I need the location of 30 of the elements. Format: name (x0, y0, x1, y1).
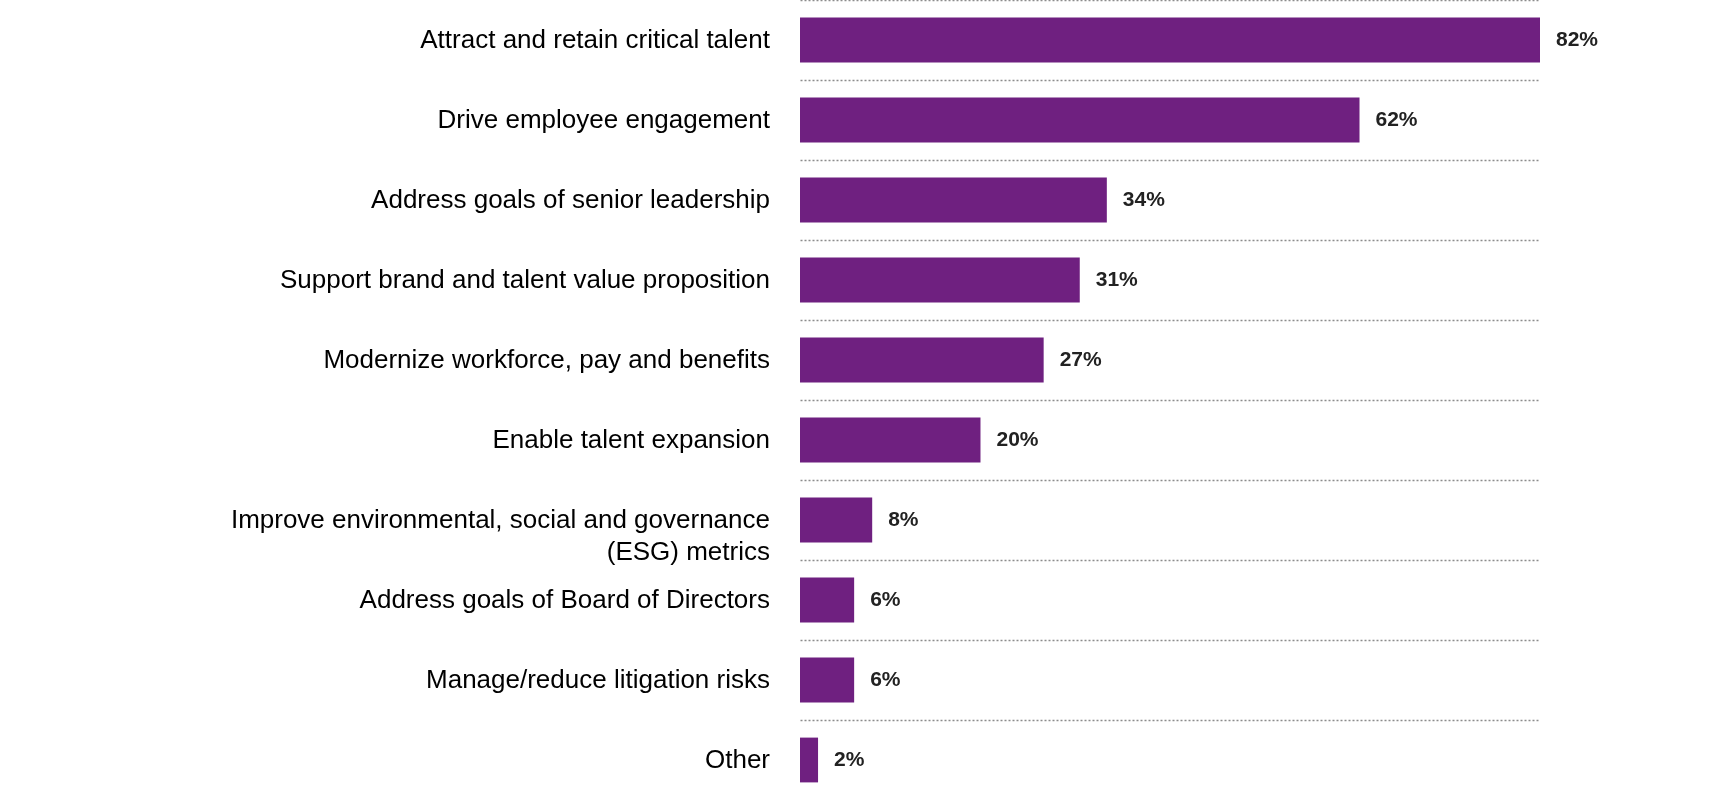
bar (800, 177, 1107, 223)
data-label: 27% (1059, 347, 1103, 370)
y-tick-label: Improve environmental, social and governance (ESG) metrics (230, 504, 770, 566)
bar (800, 257, 1080, 303)
y-tick-label: Support brand and talent value proposition (279, 264, 770, 294)
bar (800, 417, 981, 463)
y-tick-label: Other (704, 744, 771, 774)
bar (800, 577, 855, 623)
bar (800, 657, 855, 703)
y-tick-label: Manage/reduce litigation risks (426, 664, 770, 694)
bar (800, 497, 873, 543)
bar (800, 337, 1044, 383)
data-label: 34% (1122, 187, 1166, 210)
bar (800, 97, 1360, 143)
bar (800, 17, 1540, 63)
y-tick-label: Modernize workforce, pay and benefits (323, 344, 770, 374)
bar (800, 737, 819, 783)
data-label: 6% (870, 587, 901, 610)
data-label: 62% (1375, 107, 1418, 130)
data-label: 8% (888, 507, 919, 530)
data-label: 2% (834, 747, 865, 770)
y-tick-label: Enable talent expansion (492, 424, 770, 454)
data-label: 31% (1095, 267, 1139, 290)
y-tick-label: Drive employee engagement (437, 104, 771, 134)
y-tick-label: Address goals of Board of Directors (359, 584, 770, 614)
data-label: 6% (870, 667, 901, 690)
y-tick-label: Address goals of senior leadership (371, 184, 770, 214)
y-tick-label: Attract and retain critical talent (420, 24, 771, 54)
data-label: 82% (1556, 27, 1599, 50)
data-label: 20% (996, 427, 1039, 450)
